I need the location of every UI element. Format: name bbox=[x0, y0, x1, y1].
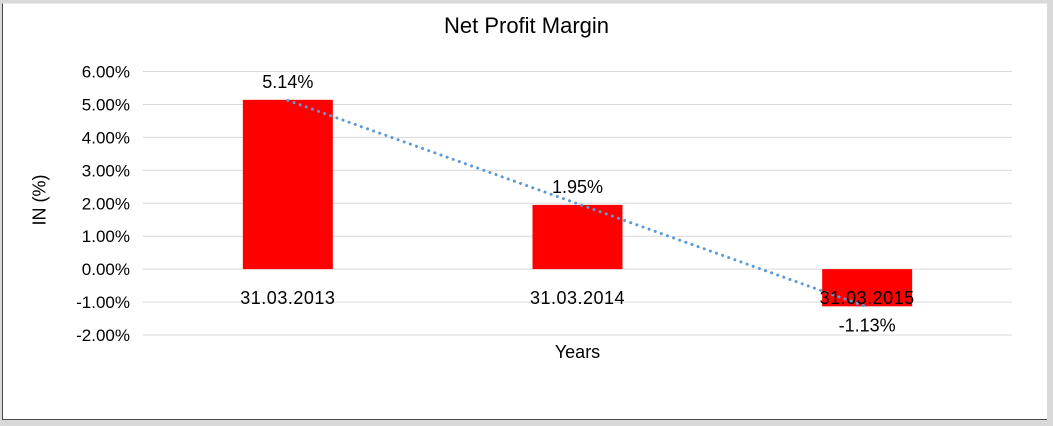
data-label: 1.95% bbox=[552, 177, 603, 197]
y-tick-label: 2.00% bbox=[82, 194, 130, 213]
trendline bbox=[286, 98, 869, 309]
y-tick-label: 4.00% bbox=[82, 128, 130, 147]
chart-title: Net Profit Margin bbox=[443, 13, 610, 38]
y-tick-label: 0.00% bbox=[82, 260, 130, 279]
x-axis-title: Years bbox=[554, 342, 601, 362]
y-tick-label: 3.00% bbox=[82, 161, 130, 180]
y-tick-label: -1.00% bbox=[76, 293, 130, 312]
data-label: -1.13% bbox=[839, 315, 896, 335]
bar bbox=[242, 99, 333, 270]
bar bbox=[822, 269, 913, 307]
y-tick-label: 5.00% bbox=[82, 95, 130, 114]
category-label: 31.03.2014 bbox=[530, 288, 625, 308]
data-label: 5.14% bbox=[262, 72, 313, 92]
category-label: 31.03.2015 bbox=[820, 288, 915, 308]
y-tick-label: -2.00% bbox=[76, 326, 130, 345]
y-tick-label: 6.00% bbox=[82, 63, 130, 82]
y-tick-label: 1.00% bbox=[82, 227, 130, 246]
category-label: 31.03.2013 bbox=[240, 288, 335, 308]
chart-frame bbox=[2, 3, 1047, 420]
bar bbox=[532, 204, 623, 270]
